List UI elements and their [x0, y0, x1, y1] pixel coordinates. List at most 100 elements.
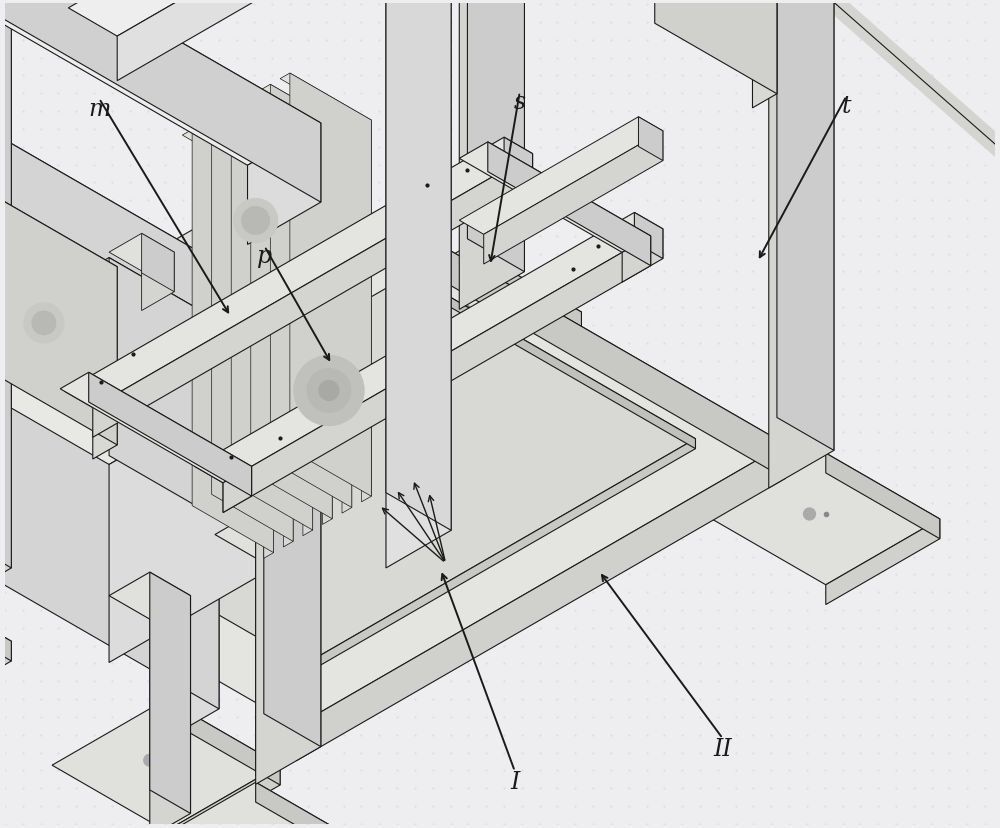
Polygon shape — [142, 234, 174, 292]
Polygon shape — [215, 512, 296, 558]
Polygon shape — [290, 74, 371, 497]
Polygon shape — [386, 0, 451, 531]
Circle shape — [804, 508, 815, 520]
Polygon shape — [166, 765, 280, 828]
Polygon shape — [305, 439, 695, 675]
Polygon shape — [142, 253, 174, 311]
Polygon shape — [223, 467, 252, 513]
Polygon shape — [68, 0, 647, 37]
Polygon shape — [202, 119, 293, 171]
Polygon shape — [459, 0, 524, 310]
Polygon shape — [256, 512, 296, 753]
Polygon shape — [280, 74, 371, 127]
Polygon shape — [283, 166, 293, 547]
Polygon shape — [52, 700, 280, 828]
Polygon shape — [488, 142, 651, 267]
Polygon shape — [622, 237, 651, 282]
Polygon shape — [467, 313, 581, 398]
Polygon shape — [195, 213, 663, 484]
Circle shape — [307, 369, 351, 413]
Polygon shape — [109, 258, 288, 560]
Polygon shape — [60, 373, 252, 484]
Polygon shape — [142, 782, 370, 828]
Polygon shape — [223, 213, 337, 298]
Polygon shape — [221, 108, 313, 161]
Polygon shape — [459, 118, 663, 235]
Polygon shape — [655, 0, 777, 94]
Polygon shape — [166, 700, 280, 785]
Polygon shape — [174, 264, 219, 735]
Polygon shape — [410, 275, 695, 449]
Polygon shape — [484, 132, 663, 265]
Polygon shape — [223, 229, 663, 513]
Text: II: II — [713, 737, 732, 760]
Polygon shape — [0, 642, 11, 727]
Polygon shape — [419, 233, 785, 479]
Polygon shape — [467, 247, 581, 332]
Circle shape — [242, 207, 270, 235]
Text: m: m — [88, 98, 110, 121]
Text: t: t — [842, 95, 851, 118]
Polygon shape — [0, 0, 11, 62]
Text: s: s — [514, 91, 526, 114]
Polygon shape — [0, 85, 219, 709]
Polygon shape — [150, 596, 191, 828]
Polygon shape — [109, 234, 174, 272]
Polygon shape — [0, 0, 11, 568]
Polygon shape — [270, 85, 352, 508]
Polygon shape — [0, 258, 288, 465]
Polygon shape — [182, 130, 274, 183]
Circle shape — [144, 754, 156, 766]
Polygon shape — [256, 535, 296, 776]
Polygon shape — [264, 170, 321, 747]
Polygon shape — [199, 170, 321, 240]
Polygon shape — [826, 454, 940, 539]
Polygon shape — [19, 275, 695, 665]
Polygon shape — [89, 373, 252, 497]
Polygon shape — [467, 0, 524, 272]
Polygon shape — [303, 155, 313, 536]
Polygon shape — [0, 575, 11, 662]
Polygon shape — [93, 155, 533, 438]
Polygon shape — [769, 0, 834, 489]
Polygon shape — [322, 143, 332, 525]
Polygon shape — [117, 0, 647, 81]
Polygon shape — [777, 0, 834, 450]
Polygon shape — [712, 454, 940, 585]
Polygon shape — [634, 213, 663, 259]
Polygon shape — [64, 138, 533, 408]
Polygon shape — [353, 247, 581, 378]
Polygon shape — [212, 119, 293, 542]
Text: p: p — [257, 245, 272, 268]
Circle shape — [445, 301, 457, 314]
Polygon shape — [0, 197, 117, 282]
Circle shape — [32, 311, 56, 335]
Polygon shape — [109, 572, 191, 619]
Polygon shape — [0, 233, 785, 726]
Polygon shape — [296, 445, 785, 761]
Polygon shape — [256, 782, 370, 828]
Polygon shape — [0, 197, 117, 445]
Circle shape — [234, 200, 277, 243]
Polygon shape — [638, 118, 663, 161]
Circle shape — [24, 304, 64, 344]
Polygon shape — [109, 213, 337, 344]
Polygon shape — [231, 108, 313, 531]
Polygon shape — [0, 575, 11, 707]
Circle shape — [201, 267, 213, 280]
Circle shape — [294, 356, 364, 426]
Polygon shape — [0, 0, 321, 166]
Polygon shape — [109, 362, 288, 662]
Text: I: I — [510, 770, 520, 792]
Polygon shape — [192, 130, 274, 553]
Polygon shape — [248, 124, 321, 245]
Polygon shape — [256, 203, 321, 784]
Polygon shape — [261, 85, 352, 137]
Polygon shape — [0, 0, 321, 203]
Polygon shape — [0, 25, 11, 606]
Polygon shape — [386, 0, 451, 568]
Polygon shape — [0, 85, 219, 290]
Polygon shape — [223, 278, 337, 364]
Polygon shape — [362, 121, 371, 503]
Polygon shape — [504, 138, 533, 184]
